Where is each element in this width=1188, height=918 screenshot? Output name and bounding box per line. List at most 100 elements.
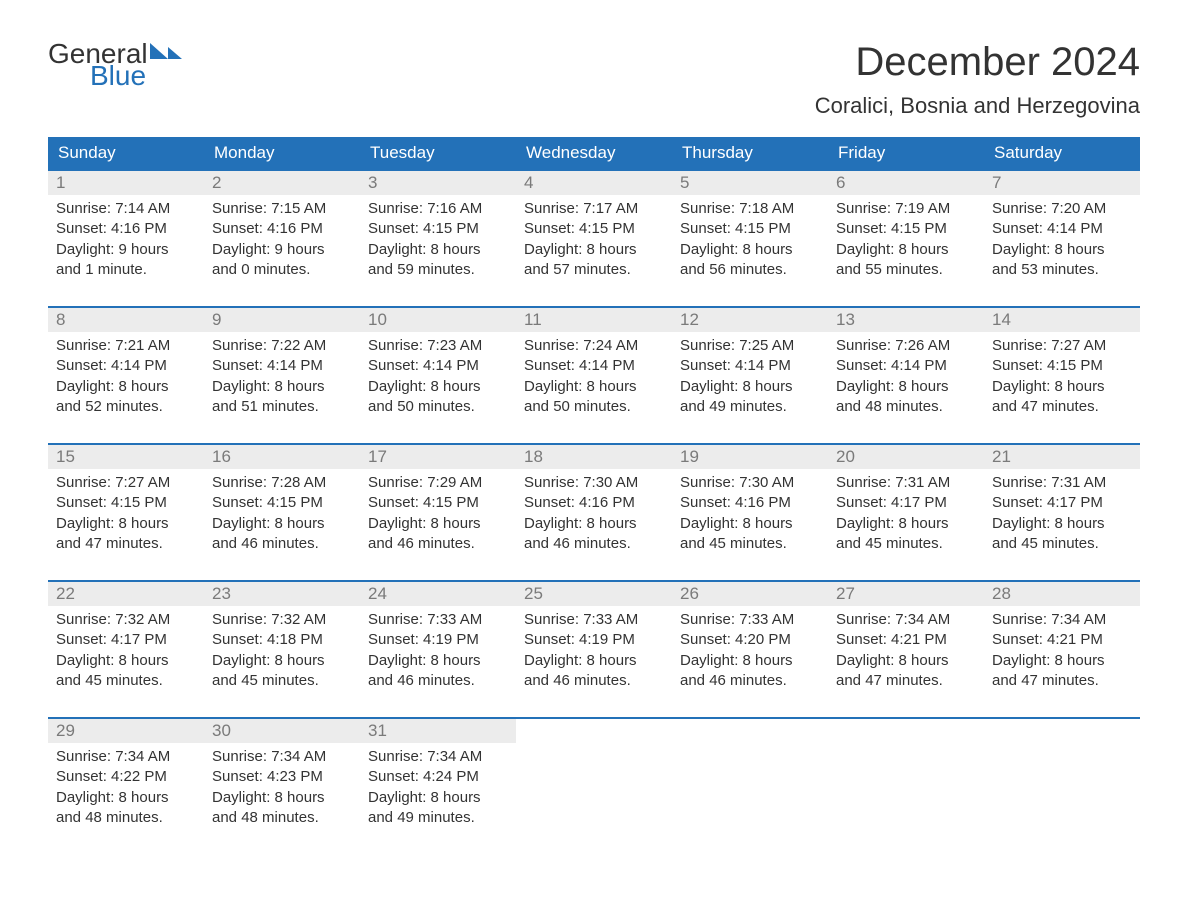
sunrise-text: Sunrise: 7:34 AM — [56, 747, 196, 767]
sunrise-text: Sunrise: 7:33 AM — [680, 610, 820, 630]
daylight-text: Daylight: 8 hours and 50 minutes. — [524, 377, 664, 418]
day-body: Sunrise: 7:32 AMSunset: 4:17 PMDaylight:… — [48, 606, 204, 697]
day-cell: 31Sunrise: 7:34 AMSunset: 4:24 PMDayligh… — [360, 719, 516, 834]
sunset-text: Sunset: 4:17 PM — [836, 493, 976, 513]
day-body: Sunrise: 7:33 AMSunset: 4:19 PMDaylight:… — [360, 606, 516, 697]
day-number: 7 — [984, 171, 1140, 195]
sunset-text: Sunset: 4:20 PM — [680, 630, 820, 650]
day-header-thu: Thursday — [672, 137, 828, 169]
daylight-text: Daylight: 8 hours and 56 minutes. — [680, 240, 820, 281]
week-row: 22Sunrise: 7:32 AMSunset: 4:17 PMDayligh… — [48, 580, 1140, 697]
day-body: Sunrise: 7:30 AMSunset: 4:16 PMDaylight:… — [516, 469, 672, 560]
day-body: Sunrise: 7:31 AMSunset: 4:17 PMDaylight:… — [828, 469, 984, 560]
sunset-text: Sunset: 4:14 PM — [212, 356, 352, 376]
day-cell: 24Sunrise: 7:33 AMSunset: 4:19 PMDayligh… — [360, 582, 516, 697]
day-cell: 19Sunrise: 7:30 AMSunset: 4:16 PMDayligh… — [672, 445, 828, 560]
daylight-text: Daylight: 8 hours and 55 minutes. — [836, 240, 976, 281]
sunrise-text: Sunrise: 7:22 AM — [212, 336, 352, 356]
daylight-text: Daylight: 8 hours and 46 minutes. — [368, 651, 508, 692]
sunset-text: Sunset: 4:16 PM — [56, 219, 196, 239]
day-header-sun: Sunday — [48, 137, 204, 169]
week-row: 29Sunrise: 7:34 AMSunset: 4:22 PMDayligh… — [48, 717, 1140, 834]
sunset-text: Sunset: 4:19 PM — [524, 630, 664, 650]
sunrise-text: Sunrise: 7:15 AM — [212, 199, 352, 219]
sunrise-text: Sunrise: 7:20 AM — [992, 199, 1132, 219]
day-cell: 3Sunrise: 7:16 AMSunset: 4:15 PMDaylight… — [360, 171, 516, 286]
sunrise-text: Sunrise: 7:32 AM — [56, 610, 196, 630]
sunrise-text: Sunrise: 7:25 AM — [680, 336, 820, 356]
day-body: Sunrise: 7:34 AMSunset: 4:21 PMDaylight:… — [828, 606, 984, 697]
sunrise-text: Sunrise: 7:34 AM — [212, 747, 352, 767]
day-number: 6 — [828, 171, 984, 195]
sunset-text: Sunset: 4:14 PM — [992, 219, 1132, 239]
day-number: 14 — [984, 308, 1140, 332]
sunset-text: Sunset: 4:15 PM — [212, 493, 352, 513]
week-row: 1Sunrise: 7:14 AMSunset: 4:16 PMDaylight… — [48, 169, 1140, 286]
day-body: Sunrise: 7:17 AMSunset: 4:15 PMDaylight:… — [516, 195, 672, 286]
day-body: Sunrise: 7:34 AMSunset: 4:24 PMDaylight:… — [360, 743, 516, 834]
logo: General Blue — [48, 40, 188, 90]
sunrise-text: Sunrise: 7:17 AM — [524, 199, 664, 219]
day-cell: 21Sunrise: 7:31 AMSunset: 4:17 PMDayligh… — [984, 445, 1140, 560]
day-number: 27 — [828, 582, 984, 606]
day-body: Sunrise: 7:20 AMSunset: 4:14 PMDaylight:… — [984, 195, 1140, 286]
day-body: Sunrise: 7:16 AMSunset: 4:15 PMDaylight:… — [360, 195, 516, 286]
daylight-text: Daylight: 8 hours and 46 minutes. — [524, 651, 664, 692]
daylight-text: Daylight: 8 hours and 59 minutes. — [368, 240, 508, 281]
sunset-text: Sunset: 4:15 PM — [56, 493, 196, 513]
sunset-text: Sunset: 4:15 PM — [992, 356, 1132, 376]
day-number: 11 — [516, 308, 672, 332]
day-number: 17 — [360, 445, 516, 469]
sunset-text: Sunset: 4:18 PM — [212, 630, 352, 650]
day-cell: 4Sunrise: 7:17 AMSunset: 4:15 PMDaylight… — [516, 171, 672, 286]
sunset-text: Sunset: 4:14 PM — [56, 356, 196, 376]
day-body: Sunrise: 7:24 AMSunset: 4:14 PMDaylight:… — [516, 332, 672, 423]
daylight-text: Daylight: 8 hours and 46 minutes. — [524, 514, 664, 555]
day-cell — [984, 719, 1140, 834]
sunset-text: Sunset: 4:14 PM — [524, 356, 664, 376]
day-number: 1 — [48, 171, 204, 195]
daylight-text: Daylight: 8 hours and 51 minutes. — [212, 377, 352, 418]
sunrise-text: Sunrise: 7:30 AM — [680, 473, 820, 493]
sunrise-text: Sunrise: 7:31 AM — [992, 473, 1132, 493]
sunset-text: Sunset: 4:21 PM — [992, 630, 1132, 650]
day-cell: 20Sunrise: 7:31 AMSunset: 4:17 PMDayligh… — [828, 445, 984, 560]
sunrise-text: Sunrise: 7:27 AM — [992, 336, 1132, 356]
sunset-text: Sunset: 4:17 PM — [992, 493, 1132, 513]
sunset-text: Sunset: 4:15 PM — [368, 493, 508, 513]
sunrise-text: Sunrise: 7:33 AM — [524, 610, 664, 630]
day-number: 15 — [48, 445, 204, 469]
sunrise-text: Sunrise: 7:14 AM — [56, 199, 196, 219]
day-number: 23 — [204, 582, 360, 606]
sunrise-text: Sunrise: 7:34 AM — [992, 610, 1132, 630]
sunset-text: Sunset: 4:23 PM — [212, 767, 352, 787]
day-cell: 18Sunrise: 7:30 AMSunset: 4:16 PMDayligh… — [516, 445, 672, 560]
day-cell: 1Sunrise: 7:14 AMSunset: 4:16 PMDaylight… — [48, 171, 204, 286]
day-number: 4 — [516, 171, 672, 195]
day-cell: 30Sunrise: 7:34 AMSunset: 4:23 PMDayligh… — [204, 719, 360, 834]
day-number: 19 — [672, 445, 828, 469]
daylight-text: Daylight: 9 hours and 0 minutes. — [212, 240, 352, 281]
sunrise-text: Sunrise: 7:24 AM — [524, 336, 664, 356]
day-cell — [828, 719, 984, 834]
day-cell: 26Sunrise: 7:33 AMSunset: 4:20 PMDayligh… — [672, 582, 828, 697]
day-number: 29 — [48, 719, 204, 743]
day-number: 18 — [516, 445, 672, 469]
daylight-text: Daylight: 8 hours and 45 minutes. — [56, 651, 196, 692]
day-number: 5 — [672, 171, 828, 195]
day-body: Sunrise: 7:34 AMSunset: 4:21 PMDaylight:… — [984, 606, 1140, 697]
sunrise-text: Sunrise: 7:27 AM — [56, 473, 196, 493]
header: General Blue December 2024 Coralici, Bos… — [48, 40, 1140, 119]
sunset-text: Sunset: 4:15 PM — [836, 219, 976, 239]
daylight-text: Daylight: 8 hours and 50 minutes. — [368, 377, 508, 418]
sunset-text: Sunset: 4:14 PM — [836, 356, 976, 376]
sunset-text: Sunset: 4:16 PM — [212, 219, 352, 239]
day-cell: 8Sunrise: 7:21 AMSunset: 4:14 PMDaylight… — [48, 308, 204, 423]
daylight-text: Daylight: 8 hours and 47 minutes. — [992, 651, 1132, 692]
daylight-text: Daylight: 8 hours and 45 minutes. — [680, 514, 820, 555]
sunrise-text: Sunrise: 7:16 AM — [368, 199, 508, 219]
week-row: 8Sunrise: 7:21 AMSunset: 4:14 PMDaylight… — [48, 306, 1140, 423]
day-body: Sunrise: 7:29 AMSunset: 4:15 PMDaylight:… — [360, 469, 516, 560]
sunrise-text: Sunrise: 7:34 AM — [368, 747, 508, 767]
daylight-text: Daylight: 8 hours and 46 minutes. — [212, 514, 352, 555]
